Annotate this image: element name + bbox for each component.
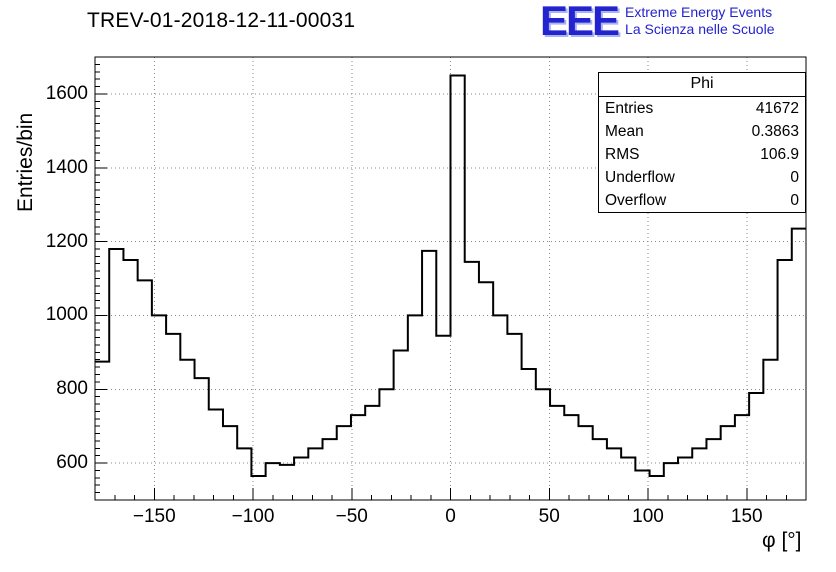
stats-label: Overflow xyxy=(605,191,667,209)
y-tick-label: 1200 xyxy=(45,230,88,252)
x-tick-label: −50 xyxy=(335,506,368,527)
stats-box: Phi Entries 41672 Mean 0.3863 RMS 106.9 … xyxy=(598,72,806,213)
stats-row-overflow: Overflow 0 xyxy=(599,189,805,212)
stats-value: 0 xyxy=(790,191,799,209)
stats-label: RMS xyxy=(605,145,640,163)
eee-logo: EEE Extreme Energy Events La Scienza nel… xyxy=(540,0,774,44)
stats-value: 106.9 xyxy=(760,145,799,163)
stats-row-entries: Entries 41672 xyxy=(599,97,805,120)
y-tick-label: 1400 xyxy=(45,156,88,178)
y-tick-label: 800 xyxy=(56,378,88,400)
y-tick-label: 1000 xyxy=(45,304,88,326)
x-tick-label: 50 xyxy=(538,506,560,527)
stats-row-mean: Mean 0.3863 xyxy=(599,120,805,143)
logo-line1: Extreme Energy Events xyxy=(625,4,773,20)
stats-label: Underflow xyxy=(605,168,675,186)
stats-value: 0.3863 xyxy=(751,122,799,140)
plot-frame xyxy=(94,56,807,501)
stats-row-rms: RMS 106.9 xyxy=(599,143,805,166)
y-axis-title: Entries/bin xyxy=(14,112,37,212)
eee-logo-text: Extreme Energy Events La Scienza nelle S… xyxy=(625,4,774,38)
x-tick-label: −100 xyxy=(231,506,275,527)
y-tick-label: 600 xyxy=(56,452,88,474)
x-tick-label: 100 xyxy=(632,506,664,527)
stats-value: 0 xyxy=(790,168,799,186)
logo-line2: La Scienza nelle Scuole xyxy=(625,21,775,37)
eee-logo-acronym: EEE xyxy=(540,0,620,44)
x-tick-label: −150 xyxy=(132,506,176,527)
y-tick-label: 1600 xyxy=(45,82,88,104)
stats-title: Phi xyxy=(599,73,805,97)
x-axis-title: φ [°] xyxy=(762,529,802,552)
plot-title: TREV-01-2018-12-11-00031 xyxy=(87,9,356,32)
stats-label: Entries xyxy=(605,99,654,117)
x-tick-label: 150 xyxy=(730,506,763,527)
stats-label: Mean xyxy=(605,122,644,140)
histogram-line xyxy=(95,74,806,478)
stats-row-underflow: Underflow 0 xyxy=(599,166,805,189)
x-tick-label: 0 xyxy=(445,506,456,527)
stats-value: 41672 xyxy=(755,99,799,117)
